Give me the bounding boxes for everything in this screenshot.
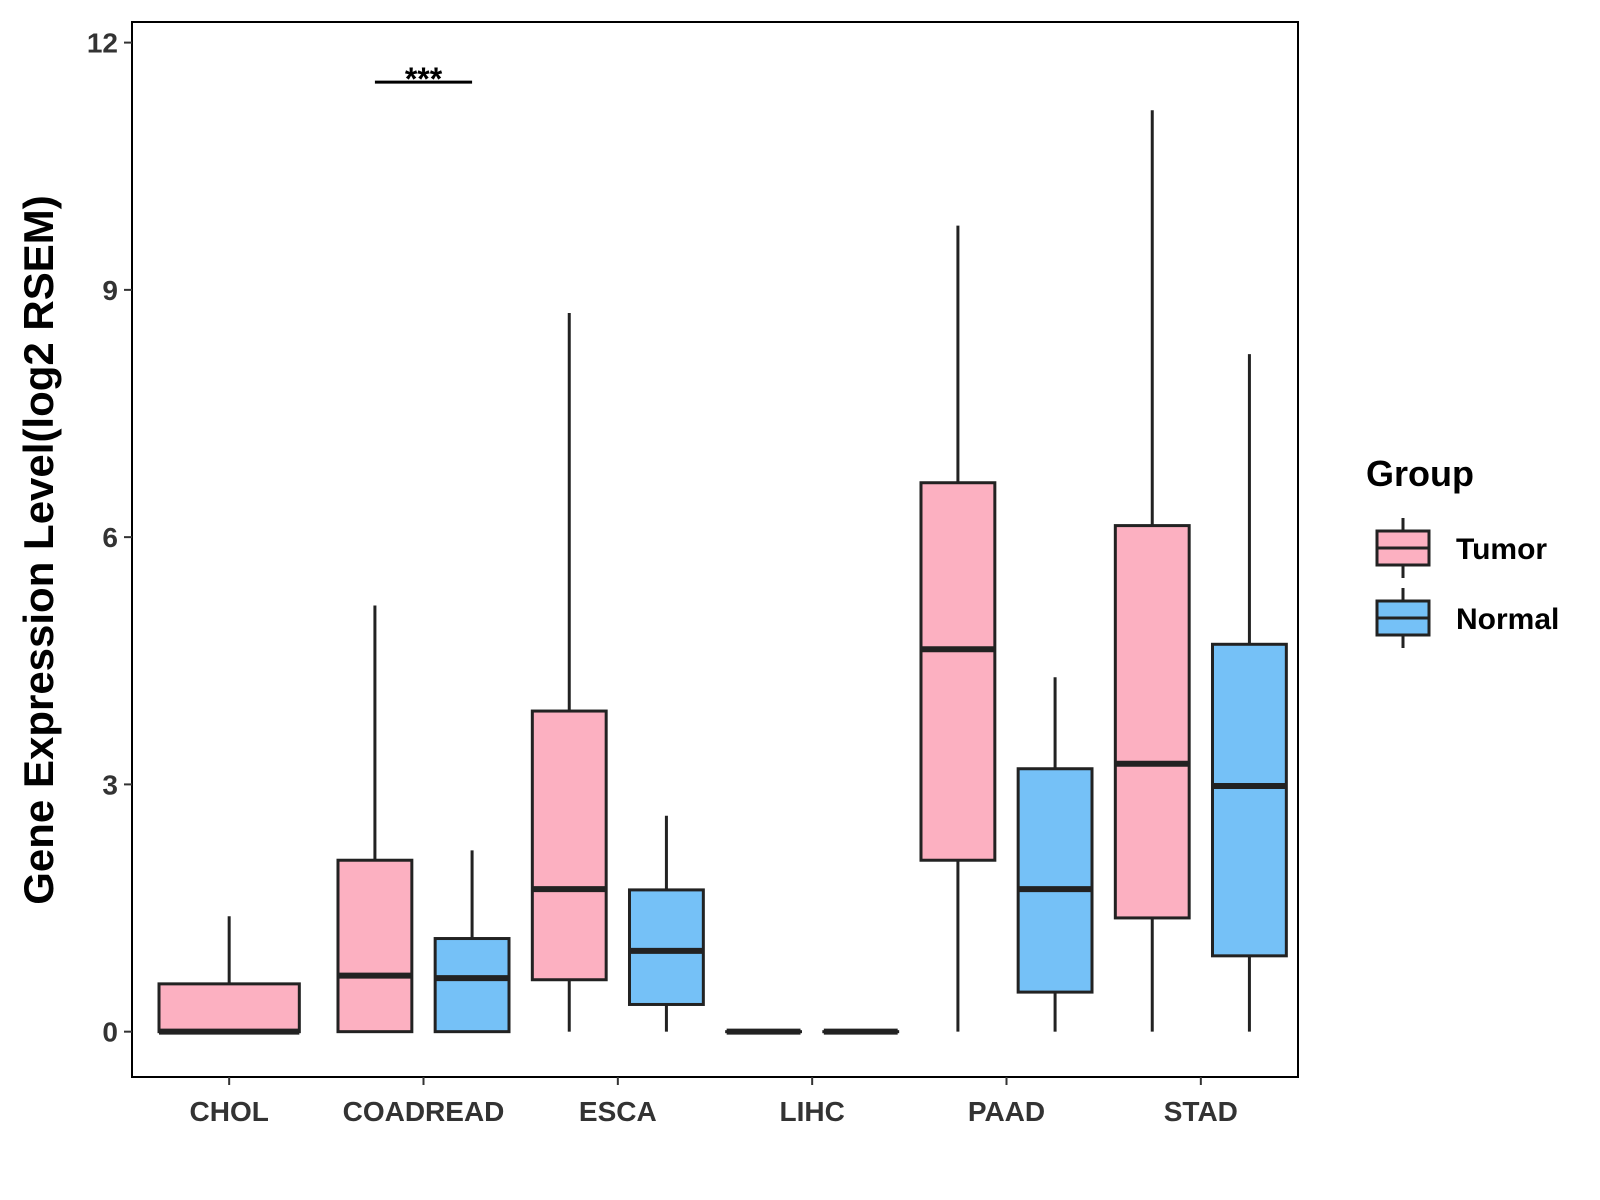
y-tick-label: 3 — [102, 769, 118, 800]
x-tick-label: ESCA — [579, 1096, 657, 1127]
box-body — [1210, 642, 1288, 958]
y-tick-label: 12 — [87, 28, 118, 59]
box-paad-normal — [1016, 677, 1094, 1032]
box-coadread-tumor — [336, 605, 414, 1034]
y-axis-title: Gene Expression Level(log2 RSEM) — [15, 195, 62, 905]
x-axis: CHOL COADREAD ESCA LIHC PAAD STAD — [190, 1077, 1238, 1127]
box-body — [433, 937, 511, 1034]
box-stad-normal — [1210, 354, 1288, 1032]
legend-item-tumor: Tumor — [1375, 518, 1547, 578]
y-tick-label: 6 — [102, 522, 118, 553]
box-esca-normal — [627, 815, 705, 1032]
box-stad-tumor — [1113, 110, 1191, 1032]
legend-item-normal: Normal — [1375, 588, 1559, 648]
legend-label: Tumor — [1456, 533, 1547, 566]
x-tick-label: COADREAD — [343, 1096, 505, 1127]
box-body — [1113, 524, 1191, 920]
box-layer — [157, 110, 1288, 1035]
x-tick-label: LIHC — [780, 1096, 845, 1127]
significance-label: *** — [405, 61, 443, 97]
box-paad-tumor — [919, 225, 997, 1032]
legend-label: Normal — [1456, 603, 1559, 636]
x-tick-label: STAD — [1164, 1096, 1238, 1127]
y-axis: 0 3 6 9 12 — [87, 28, 132, 1048]
y-tick-label: 0 — [102, 1017, 118, 1048]
y-tick-label: 9 — [102, 275, 118, 306]
x-tick-label: PAAD — [968, 1096, 1045, 1127]
box-esca-tumor — [530, 312, 608, 1032]
plot-panel — [131, 21, 1299, 1078]
x-tick-label: CHOL — [190, 1096, 269, 1127]
legend: Group Tumor Normal — [1366, 453, 1559, 648]
box-body — [919, 481, 997, 862]
annotation-layer: *** — [374, 61, 473, 97]
box-body — [157, 982, 301, 1034]
box-body — [1016, 767, 1094, 994]
box-body — [530, 709, 608, 982]
legend-title: Group — [1366, 453, 1474, 494]
box-body — [336, 858, 414, 1034]
box-body — [627, 888, 705, 1006]
box-coadread-normal — [433, 850, 511, 1034]
box-chol-tumor — [157, 916, 301, 1035]
